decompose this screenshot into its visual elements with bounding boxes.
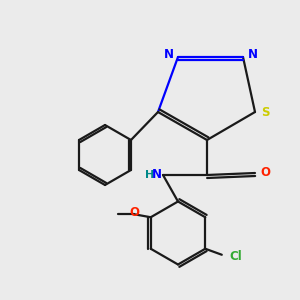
Text: O: O bbox=[260, 167, 270, 179]
Text: H: H bbox=[145, 170, 154, 180]
Text: O: O bbox=[129, 206, 139, 219]
Text: Cl: Cl bbox=[229, 250, 242, 263]
Text: N: N bbox=[152, 169, 161, 182]
Text: N: N bbox=[164, 47, 173, 61]
Text: N: N bbox=[248, 47, 257, 61]
Text: S: S bbox=[261, 106, 269, 118]
